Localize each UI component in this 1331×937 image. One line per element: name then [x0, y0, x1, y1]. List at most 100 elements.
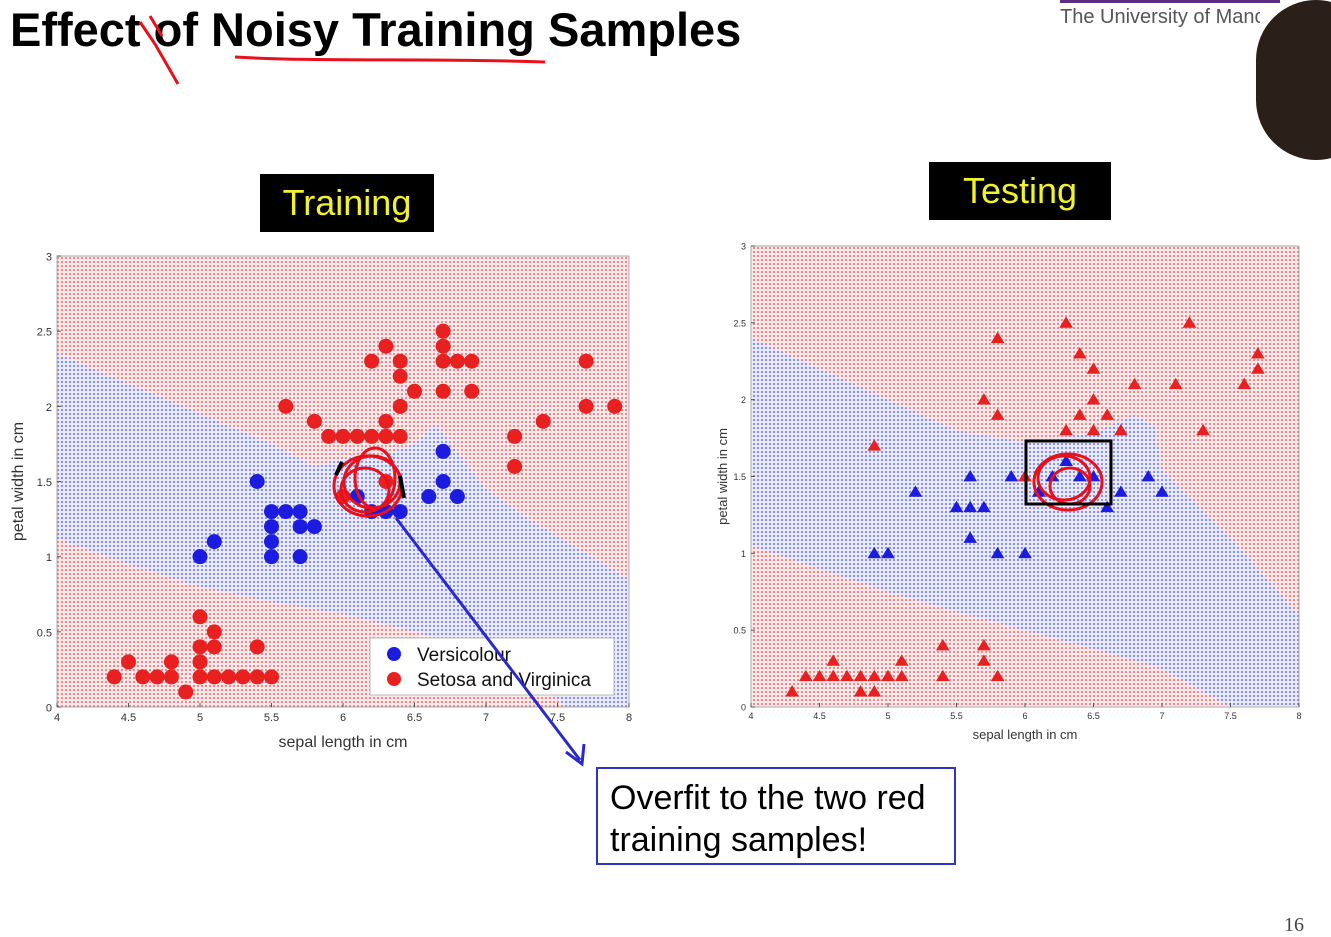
x-tick-label: 5.5 [264, 712, 279, 724]
data-point [535, 413, 551, 429]
x-tick-label: 7 [483, 712, 489, 724]
data-point [435, 474, 451, 489]
data-point [392, 428, 408, 444]
institution-accent-bar [1060, 0, 1280, 3]
training-panel-title: Training [260, 174, 434, 232]
data-point [206, 534, 222, 550]
data-point [278, 504, 294, 520]
data-point [192, 609, 208, 625]
x-tick-label: 6.5 [1087, 711, 1100, 721]
y-tick-label: 1.5 [733, 472, 746, 482]
y-tick-label: 2.5 [37, 327, 52, 339]
data-point [392, 504, 408, 520]
data-point [292, 549, 308, 565]
callout-line-2: training samples! [610, 821, 868, 859]
data-point [192, 549, 208, 565]
data-point [1086, 393, 1101, 405]
y-axis-label: petal width in cm [10, 422, 27, 541]
data-point [249, 474, 265, 489]
data-point [264, 534, 279, 550]
data-point [867, 685, 882, 697]
x-axis-label: sepal length in cm [279, 734, 408, 751]
x-tick-label: 4 [748, 711, 753, 721]
data-point [507, 458, 523, 474]
testing-panel-title: Testing [929, 162, 1111, 220]
blue-decision-region [751, 338, 1299, 707]
data-point [1072, 347, 1087, 359]
data-point [1141, 470, 1156, 482]
y-tick-label: 2.5 [733, 318, 746, 328]
data-point [106, 669, 122, 685]
data-point [163, 654, 179, 670]
data-point [135, 669, 151, 685]
data-point [249, 669, 265, 685]
data-point [378, 428, 394, 444]
x-tick-label: 5.5 [950, 711, 963, 721]
data-point [378, 474, 394, 489]
data-point [1114, 485, 1128, 497]
data-point [963, 500, 978, 513]
data-point [607, 398, 623, 414]
legend-label: Setosa and Virginica [417, 670, 591, 691]
data-point [149, 669, 165, 685]
data-point [1114, 423, 1128, 436]
data-point [306, 413, 322, 429]
page-number: 16 [1284, 914, 1304, 936]
data-point [392, 398, 408, 414]
data-point [1100, 408, 1115, 420]
data-point [278, 398, 294, 414]
y-tick-label: 0 [46, 703, 52, 715]
y-tick-label: 2 [46, 402, 52, 414]
x-tick-label: 5 [197, 712, 203, 724]
data-point [163, 669, 179, 685]
data-point [1059, 316, 1073, 328]
data-point [990, 331, 1005, 344]
x-tick-label: 8 [626, 712, 632, 724]
data-point [990, 546, 1005, 559]
data-point [935, 669, 950, 682]
data-point [121, 654, 136, 670]
data-point [1059, 423, 1073, 436]
data-point [1018, 546, 1032, 559]
data-point [990, 669, 1005, 682]
data-point [1196, 423, 1210, 436]
y-tick-label: 0.5 [37, 627, 52, 639]
data-point [785, 685, 799, 697]
data-point [178, 684, 194, 700]
data-point [977, 393, 991, 405]
testing-chart: 4 4.5 5 5.5 6 6.5 7 7.5 8 0 0.5 1 1.5 2 2.5 3 sepal leng… [715, 242, 1302, 743]
data-point [977, 500, 991, 513]
data-point [378, 413, 394, 429]
data-point [977, 639, 991, 651]
overfit-callout-box: Overfit to the two red training samples! [596, 767, 956, 865]
y-tick-label: 1.5 [37, 477, 52, 489]
data-point [1155, 485, 1169, 497]
y-tick-label: 3 [741, 242, 746, 252]
data-point [292, 519, 308, 535]
data-point [853, 669, 868, 682]
data-point [578, 398, 594, 414]
data-point [192, 669, 208, 685]
x-tick-label: 4 [54, 712, 60, 724]
callout-line-1: Overfit to the two red [610, 779, 926, 817]
data-point [264, 669, 279, 685]
data-point [364, 504, 380, 520]
data-point [1004, 470, 1019, 482]
y-tick-label: 2 [741, 395, 746, 405]
data-point [392, 368, 408, 384]
x-axis-label: sepal length in cm [973, 727, 1078, 742]
series-1 [106, 323, 623, 700]
data-point [264, 549, 279, 565]
data-point [1086, 423, 1101, 436]
training-chart: 4 4.5 5 5.5 6 6.5 7 7.5 8 0 0.5 1 1.5 2 2.5 3 sepal leng… [10, 252, 632, 752]
data-point [378, 504, 394, 520]
x-tick-label: 7.5 [1224, 711, 1237, 721]
data-point [1100, 500, 1115, 513]
data-point [192, 639, 208, 655]
data-point [935, 639, 950, 651]
y-axis-label: petal width in cm [715, 428, 730, 525]
data-point [206, 669, 222, 685]
data-point [249, 639, 265, 655]
data-point [990, 408, 1005, 420]
data-point [1251, 362, 1265, 374]
